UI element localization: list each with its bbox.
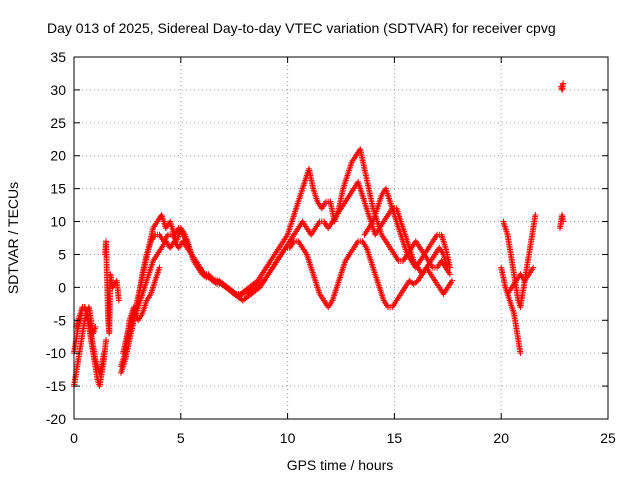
x-axis: 0 5 10 15 20 25 (70, 57, 616, 446)
plot-frame (73, 56, 609, 420)
x-tick-label: 25 (600, 430, 616, 446)
data-point (208, 276, 215, 283)
y-tick-label: 10 (50, 214, 66, 230)
y-axis-label: SDTVAR / TECUs (5, 182, 21, 294)
chart-title: Day 013 of 2025, Sidereal Day-to-day VTE… (47, 20, 556, 36)
y-tick-label: 5 (58, 246, 66, 262)
y-tick-label: 35 (50, 49, 66, 65)
data-point (92, 323, 99, 330)
data-points (71, 80, 567, 390)
data-point (560, 80, 567, 87)
data-point (446, 271, 453, 278)
y-tick-label: -20 (46, 411, 66, 427)
data-point (103, 337, 110, 344)
y-tick-label: -15 (46, 378, 66, 394)
data-point (449, 277, 456, 284)
x-tick-label: 10 (280, 430, 296, 446)
y-tick-label: 30 (50, 82, 66, 98)
y-tick-label: -10 (46, 345, 66, 361)
data-point (517, 350, 524, 357)
x-tick-label: 5 (177, 430, 185, 446)
data-point (532, 211, 539, 218)
y-axis: -20 -15 -10 -5 0 5 10 15 20 25 30 35 (46, 49, 608, 427)
x-tick-label: 15 (387, 430, 403, 446)
data-point (115, 297, 122, 304)
y-tick-label: -5 (54, 312, 67, 328)
y-tick-label: 0 (58, 279, 66, 295)
data-point (530, 264, 537, 271)
data-point (560, 218, 567, 225)
data-point (446, 264, 453, 271)
x-tick-label: 0 (70, 430, 78, 446)
y-tick-label: 20 (50, 148, 66, 164)
y-tick-label: 15 (50, 181, 66, 197)
x-axis-label: GPS time / hours (287, 457, 394, 473)
y-tick-label: 25 (50, 115, 66, 131)
data-point (156, 264, 163, 271)
x-tick-label: 20 (493, 430, 509, 446)
